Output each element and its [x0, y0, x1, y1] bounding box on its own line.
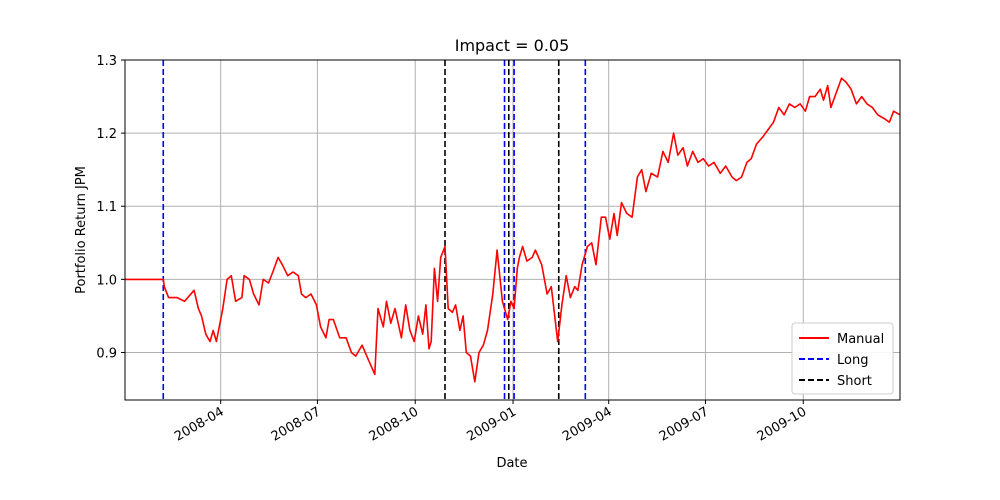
legend-label-long: Long	[837, 353, 868, 368]
y-tick-label: 1.0	[96, 273, 117, 288]
legend: Manual Long Short	[791, 322, 894, 395]
legend-label-manual: Manual	[837, 332, 884, 347]
series-layer	[125, 77, 901, 383]
series-line-manual	[125, 77, 901, 383]
y-tick-label: 1.2	[96, 127, 117, 142]
x-axis-label: Date	[496, 456, 527, 471]
axes-frame	[124, 59, 901, 401]
y-tick-label: 1.3	[96, 54, 117, 69]
legend-label-short: Short	[837, 374, 872, 389]
chart-title: Impact = 0.05	[455, 36, 570, 55]
signal-lines	[162, 60, 587, 400]
legend-box	[791, 322, 894, 395]
y-axis-label: Portfolio Return JPM	[74, 166, 89, 294]
y-tick-label: 1.1	[96, 200, 117, 215]
y-tick-label: 0.9	[96, 346, 117, 361]
